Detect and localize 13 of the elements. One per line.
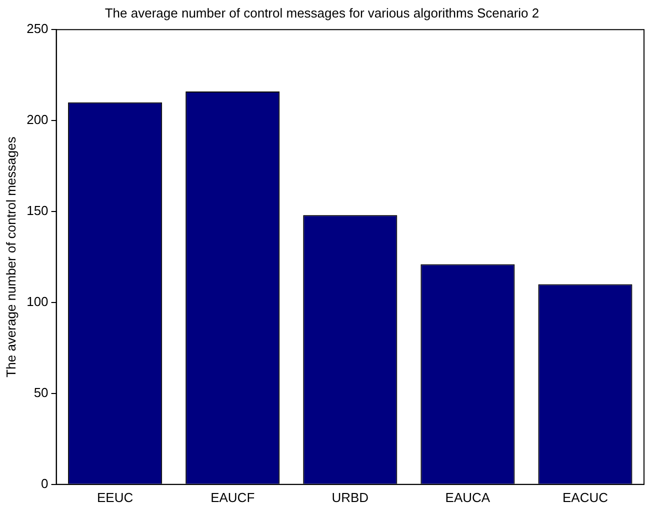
x-tick-label: URBD (332, 490, 369, 505)
x-tick-label: EACUC (562, 490, 608, 505)
x-tick-label: EAUCA (445, 490, 490, 505)
y-tick-label: 50 (34, 385, 48, 400)
y-tick-label: 150 (26, 203, 48, 218)
y-axis-title: The average number of control messages (3, 136, 18, 378)
x-tick-label: EAUCF (210, 490, 255, 505)
y-tick-label: 0 (41, 476, 48, 491)
chart-title: The average number of control messages for various algorithms Scenario 2 (104, 5, 540, 20)
x-tick-label: EEUC (97, 490, 134, 505)
y-tick-label: 100 (26, 294, 48, 310)
y-tick-label: 250 (26, 21, 48, 36)
y-tick-label: 200 (26, 112, 48, 128)
